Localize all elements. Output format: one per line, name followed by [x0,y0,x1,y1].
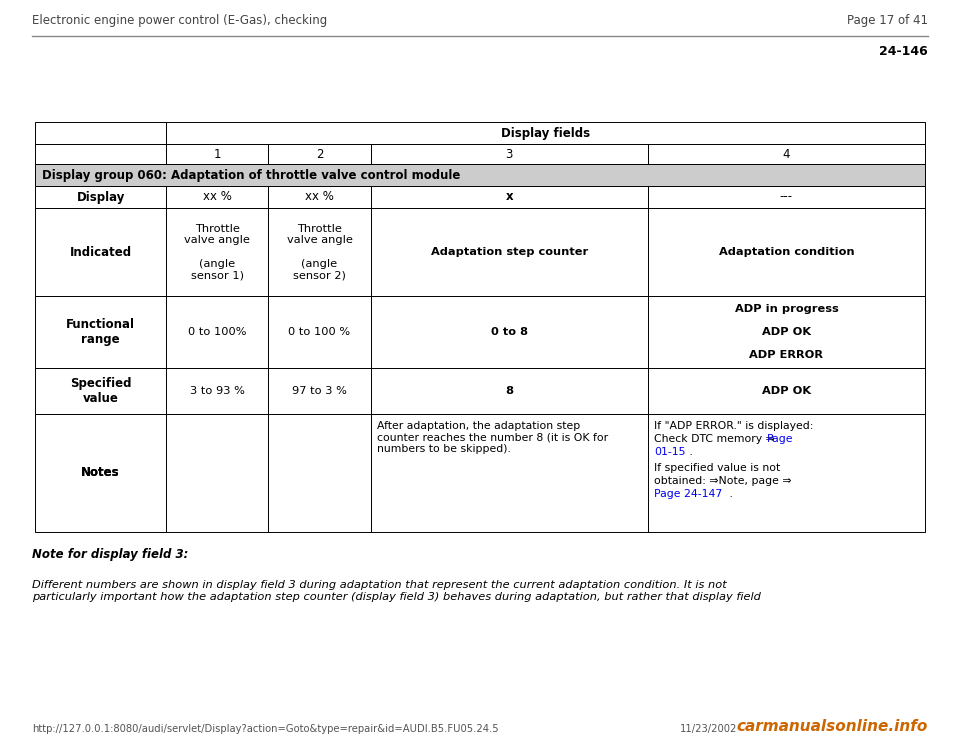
Text: 0 to 8: 0 to 8 [491,327,528,337]
Text: Electronic engine power control (E-Gas), checking: Electronic engine power control (E-Gas),… [32,14,327,27]
Text: 1: 1 [214,148,221,160]
Bar [269,144,371,164]
Bar [648,208,925,296]
Bar [371,208,648,296]
Bar [166,122,925,144]
Text: .: . [685,447,693,457]
Text: 3 to 93 %: 3 to 93 % [190,386,245,396]
Bar [35,164,925,186]
Text: carmanualsonline.info: carmanualsonline.info [736,719,928,734]
Bar [166,208,269,296]
Text: ADP OK: ADP OK [762,386,811,396]
Text: 01-15: 01-15 [654,447,685,457]
Text: xx %: xx % [203,191,231,203]
Bar [648,186,925,208]
Bar [371,144,648,164]
Text: 0 to 100%: 0 to 100% [188,327,247,337]
Text: Notes: Notes [82,467,120,479]
Text: 0 to 100 %: 0 to 100 % [288,327,350,337]
Text: 97 to 3 %: 97 to 3 % [292,386,347,396]
Text: Page 17 of 41: Page 17 of 41 [847,14,928,27]
Bar [35,144,166,164]
Bar [35,414,166,532]
Bar [35,208,166,296]
Text: Note for display field 3:: Note for display field 3: [32,548,188,561]
Text: obtained: ⇒Note, page ⇒: obtained: ⇒Note, page ⇒ [654,476,791,486]
Bar [269,208,371,296]
Bar [166,414,269,532]
Bar [371,296,648,368]
Text: Display: Display [77,191,125,203]
Bar [166,368,269,414]
Bar [166,296,269,368]
Bar [371,414,648,532]
Text: Indicated: Indicated [69,246,132,258]
Bar [648,368,925,414]
Text: Page: Page [767,434,793,444]
Text: Notes: Notes [82,467,120,479]
Bar [269,414,371,532]
Text: 3: 3 [506,148,513,160]
Text: 11/23/2002: 11/23/2002 [680,724,737,734]
Text: ---: --- [780,191,793,203]
Bar [648,296,925,368]
Bar [166,186,269,208]
Text: 2: 2 [316,148,324,160]
Bar [269,186,371,208]
Text: xx %: xx % [305,191,334,203]
Bar [269,296,371,368]
Bar [35,296,166,368]
Bar [35,122,166,144]
Text: http://127.0.0.1:8080/audi/servlet/Display?action=Goto&type=repair&id=AUDI.B5.FU: http://127.0.0.1:8080/audi/servlet/Displ… [32,724,498,734]
Text: .: . [726,489,732,499]
Text: Page 24-147: Page 24-147 [654,489,722,499]
Text: Display group 060: Adaptation of throttle valve control module: Display group 060: Adaptation of throttl… [42,168,461,182]
Text: ADP in progress

ADP OK

ADP ERROR: ADP in progress ADP OK ADP ERROR [734,303,838,360]
Text: Specified
value: Specified value [70,377,132,405]
Bar [35,186,166,208]
Bar [166,144,269,164]
Bar [648,144,925,164]
Text: Adaptation condition: Adaptation condition [719,247,854,257]
Bar [648,414,925,532]
Text: After adaptation, the adaptation step
counter reaches the number 8 (it is OK for: After adaptation, the adaptation step co… [376,421,608,454]
Text: Display fields: Display fields [501,126,590,139]
Bar [35,368,166,414]
Bar [269,368,371,414]
Bar [371,186,648,208]
Text: 8: 8 [505,386,514,396]
Text: Adaptation step counter: Adaptation step counter [430,247,588,257]
Text: Throttle
valve angle

(angle
sensor 2): Throttle valve angle (angle sensor 2) [287,224,352,280]
Text: 4: 4 [782,148,790,160]
Text: Throttle
valve angle

(angle
sensor 1): Throttle valve angle (angle sensor 1) [184,224,251,280]
Text: Functional
range: Functional range [66,318,135,346]
Bar [371,368,648,414]
Text: If "ADP ERROR." is displayed:: If "ADP ERROR." is displayed: [654,421,813,431]
Text: x: x [505,191,513,203]
Text: If specified value is not: If specified value is not [654,463,780,473]
Text: Different numbers are shown in display field 3 during adaptation that represent : Different numbers are shown in display f… [32,580,761,602]
Text: Check DTC memory ⇒: Check DTC memory ⇒ [654,434,778,444]
Text: 24-146: 24-146 [879,45,928,58]
